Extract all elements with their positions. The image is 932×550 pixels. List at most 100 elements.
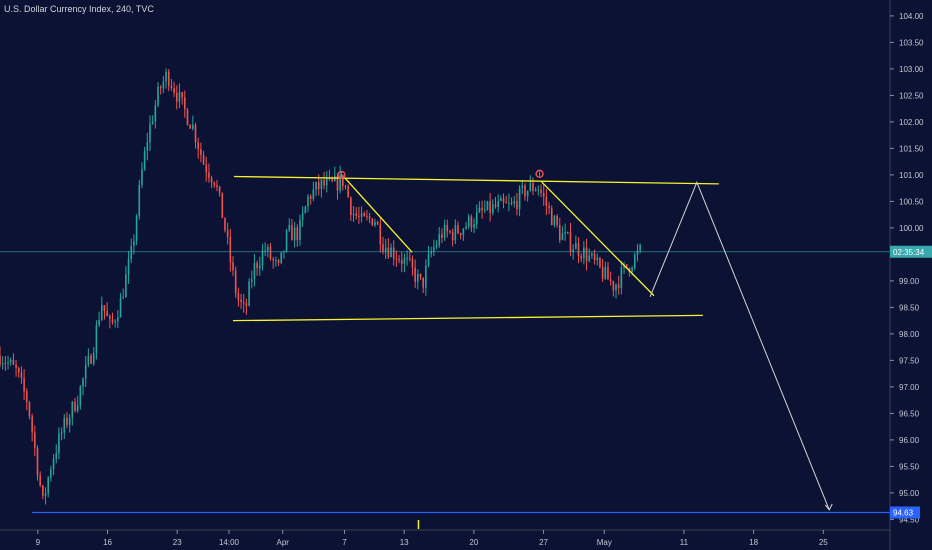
candle-body <box>100 305 103 320</box>
x-tick-label: May <box>597 538 612 547</box>
candle-body <box>486 201 489 210</box>
candle-body <box>585 247 588 261</box>
candle-body <box>240 299 242 302</box>
candle-body <box>331 177 333 182</box>
candle-body <box>478 207 481 212</box>
candle-body <box>248 281 250 306</box>
candle-body <box>52 458 55 470</box>
candle-body <box>253 263 256 280</box>
candle-body <box>245 303 248 306</box>
candle-body <box>465 226 467 229</box>
candle-body <box>309 196 312 199</box>
candle-body <box>481 207 483 211</box>
candle-body <box>553 216 556 225</box>
candle-body <box>347 186 349 198</box>
candle-body <box>315 181 317 190</box>
candle-body <box>114 321 116 323</box>
candle-body <box>258 265 261 269</box>
candle-body <box>411 258 414 268</box>
candle-body <box>264 250 266 252</box>
candle-body <box>181 92 183 98</box>
candle-body <box>12 359 15 365</box>
candle-body <box>122 297 125 299</box>
y-tick-label: 99.00 <box>899 277 920 286</box>
candle-body <box>39 475 41 486</box>
y-tick-label: 104.00 <box>899 12 924 21</box>
candle-body <box>548 205 550 209</box>
candle-body <box>609 279 612 282</box>
candle-body <box>184 97 186 110</box>
x-tick-label: 23 <box>173 538 182 547</box>
channel-support-line <box>232 314 703 322</box>
x-tick-label: 9 <box>36 538 41 547</box>
candle-body <box>625 264 628 268</box>
candle-body <box>133 241 135 246</box>
y-tick-label: 98.50 <box>899 303 920 312</box>
candle-body <box>71 401 74 418</box>
candle-body <box>526 190 529 197</box>
candle-body <box>288 224 291 231</box>
candle-body <box>301 213 304 220</box>
candle-body <box>127 259 130 275</box>
y-tick-label: 103.50 <box>899 38 924 47</box>
candle-body <box>435 245 438 247</box>
candle-body <box>232 262 234 271</box>
x-tick-label: 27 <box>539 538 548 547</box>
candle-body <box>631 268 633 272</box>
trendline-2 <box>541 181 655 297</box>
support-price-badge <box>890 506 920 519</box>
candle-body <box>149 123 151 143</box>
candle-body <box>398 259 400 261</box>
candle-body <box>339 174 341 191</box>
candle-body <box>20 372 23 378</box>
y-tick-label: 102.50 <box>899 91 924 100</box>
candle-body <box>500 198 502 201</box>
candle-body <box>572 249 574 252</box>
candle-body <box>141 169 143 186</box>
candle-body <box>575 243 577 250</box>
candle-body <box>135 216 138 242</box>
candle-body <box>446 225 449 232</box>
candle-body <box>529 183 532 191</box>
candle-body <box>395 258 398 260</box>
candle-body <box>371 218 374 226</box>
candle-body <box>620 267 623 288</box>
candle-body <box>218 186 221 193</box>
candle-body <box>459 233 462 235</box>
x-tick-label: 13 <box>400 538 409 547</box>
candle-body <box>237 293 240 300</box>
y-tick-label: 96.00 <box>899 436 920 445</box>
candle-body <box>234 270 237 294</box>
candle-body <box>272 258 274 261</box>
candle-body <box>564 232 566 234</box>
candle-body <box>342 174 344 187</box>
candle-body <box>492 204 494 213</box>
candle-body <box>376 221 379 225</box>
candle-body <box>87 355 90 365</box>
candle-body <box>596 257 599 261</box>
candle-body <box>82 378 84 387</box>
candle-body <box>400 260 403 264</box>
candle-body <box>532 183 534 191</box>
y-tick-label: 94.50 <box>899 515 920 524</box>
candle-body <box>425 265 427 288</box>
candle-body <box>165 71 167 82</box>
candle-body <box>200 149 202 155</box>
candle-body <box>366 216 368 218</box>
candle-body <box>98 319 100 325</box>
candle-body <box>414 267 416 282</box>
drawings <box>0 169 890 529</box>
candle-body <box>213 182 216 186</box>
y-tick-label: 96.50 <box>899 409 920 418</box>
candle-body <box>304 206 307 214</box>
x-tick-label: 14:00 <box>219 538 240 547</box>
candle-body <box>441 234 443 238</box>
candle-body <box>143 150 146 170</box>
candle-body <box>291 224 293 241</box>
candle-body <box>561 233 564 241</box>
candle-body <box>454 225 457 241</box>
candle-body <box>489 201 491 213</box>
price-axis: 104.00 103.50 103.00 102.50 102.00 101.50 101.… <box>889 0 932 550</box>
candle-body <box>542 193 545 197</box>
